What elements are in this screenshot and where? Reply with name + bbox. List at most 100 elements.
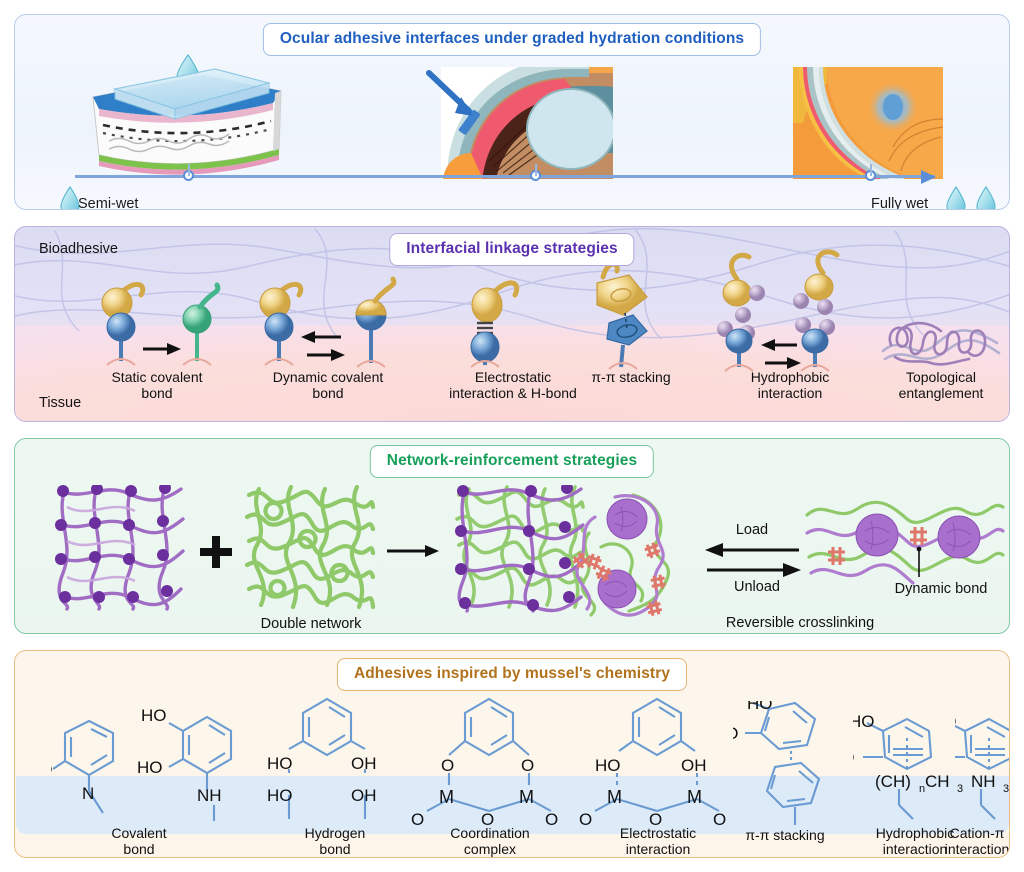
label-hydrophobic-interaction-chem: Hydrophobic interaction [875, 825, 955, 857]
structure-hydrogen-bond: HO OH HO OH [267, 697, 377, 819]
panel-mussel-chemistry: Adhesives inspired by mussel's chemistry… [14, 650, 1010, 858]
item-label-pi-pi-stacking: π-π stacking [591, 369, 671, 385]
retina-fundus-illustration [793, 67, 943, 179]
svg-text:(CH): (CH) [875, 772, 911, 791]
svg-text:O: O [545, 810, 558, 825]
timeline-stem-1 [188, 164, 190, 176]
svg-text:CH: CH [925, 772, 950, 791]
panel-hydration-conditions: Ocular adhesive interfaces under graded … [14, 14, 1010, 210]
item-label-static-covalent: Static covalent bond [111, 369, 203, 401]
svg-text:OH: OH [681, 756, 707, 775]
layered-tissue-block-illustration [92, 68, 282, 175]
label-unload: Unload [734, 579, 780, 595]
label-hydrogen-bond: Hydrogen bond [304, 825, 366, 857]
svg-text:M: M [439, 787, 454, 807]
pointer-arrow-icon [426, 70, 473, 116]
loaded-network-state [572, 493, 671, 617]
item-label-dynamic-covalent: Dynamic covalent bond [272, 369, 384, 401]
water-drop-icon-right-1 [946, 186, 966, 209]
svg-text:OH: OH [351, 754, 377, 773]
svg-text:HO: HO [141, 709, 167, 725]
label-pi-pi-stacking-chem: π-π stacking [745, 827, 825, 843]
svg-text:+: + [1009, 768, 1010, 782]
static-covalent-bond-glyph [101, 281, 221, 366]
panel4-title: Adhesives inspired by mussel's chemistry [336, 658, 688, 691]
timeline-stem-2 [535, 164, 537, 176]
svg-text:NH: NH [971, 772, 996, 791]
svg-text:M: M [607, 787, 622, 807]
panel2-title: Interfacial linkage strategies [389, 233, 635, 266]
svg-text:OH: OH [351, 786, 377, 805]
structure-cation-pi-interaction: HO HO NH 3 + [955, 713, 1010, 820]
svg-text:HO: HO [853, 713, 875, 731]
label-double-network: Double network [260, 616, 362, 632]
label-tissue: Tissue [39, 395, 82, 411]
load-unload-arrows-icon [705, 543, 801, 577]
structure-electrostatic-interaction: HO OH M M O O O [579, 697, 726, 825]
svg-text:NH: NH [197, 786, 222, 805]
hydrophobic-interaction-glyph [717, 249, 840, 372]
svg-text:n: n [919, 783, 925, 795]
label-semi-wet: Semi-wet [78, 196, 139, 210]
svg-text:3: 3 [1003, 783, 1009, 795]
label-electrostatic-interaction: Electrostatic interaction [619, 825, 697, 857]
panel-interfacial-linkage: Interfacial linkage strategies Bioadhesi… [14, 226, 1010, 422]
panel1-title: Ocular adhesive interfaces under graded … [262, 23, 762, 56]
svg-text:O: O [579, 810, 592, 825]
svg-text:HO: HO [267, 786, 293, 805]
item-label-topological: Topological entanglement [898, 369, 984, 401]
svg-text:HO: HO [733, 724, 739, 743]
structure-pi-pi-stacking: HO HO [733, 701, 821, 825]
svg-text:3: 3 [957, 783, 963, 795]
label-fully-wet: Fully wet [871, 196, 929, 210]
item-label-hydrophobic: Hydrophobic interaction [750, 369, 830, 401]
svg-text:HO: HO [747, 701, 773, 713]
label-load: Load [735, 522, 769, 538]
svg-text:HO: HO [51, 760, 53, 779]
label-reversible-crosslinking: Reversible crosslinking [725, 615, 875, 631]
svg-text:O: O [411, 810, 424, 825]
svg-text:HO: HO [137, 758, 163, 777]
timeline-arrow-icon [921, 169, 936, 184]
svg-text:O: O [713, 810, 726, 825]
plus-symbol-icon [200, 536, 232, 568]
second-network-diagram [244, 485, 376, 610]
label-covalent-bond: Covalent bond [111, 825, 167, 857]
eye-cross-section-illustration [426, 67, 613, 179]
svg-text:HO: HO [595, 756, 621, 775]
first-network-diagram [55, 485, 185, 611]
label-bioadhesive: Bioadhesive [39, 241, 118, 257]
svg-text:HO: HO [853, 748, 855, 767]
svg-text:HO: HO [955, 713, 957, 731]
hydration-timeline-axis [75, 169, 936, 184]
annotation-dynamic-bond: Dynamic bond [894, 581, 988, 597]
svg-text:O: O [521, 756, 534, 775]
svg-text:O: O [649, 810, 662, 825]
pi-pi-stacking-glyph [596, 261, 648, 370]
water-drop-icon-left [60, 186, 80, 209]
unloaded-network-state [805, 500, 1005, 585]
panel-network-reinforcement: Network-reinforcement strategies [14, 438, 1010, 634]
structure-covalent-bond: HO N HO HO NH [51, 709, 233, 821]
electrostatic-hbond-glyph [470, 280, 520, 368]
timeline-stem-3 [870, 164, 872, 176]
label-cation-pi-interaction: Cation-π interaction [944, 825, 1010, 857]
svg-text:M: M [687, 787, 702, 807]
label-coordination-complex: Coordination complex [450, 825, 530, 857]
panel3-title: Network-reinforcement strategies [369, 445, 655, 478]
item-label-electrostatic-hbond: Electrostatic interaction & H-bond [449, 369, 577, 401]
tissue-region-background [15, 325, 1009, 421]
transformation-arrow-icon [387, 545, 439, 557]
svg-text:N: N [82, 784, 94, 803]
structure-hydrophobic-interaction: HO HO (CH) n CH 3 [853, 713, 963, 820]
svg-text:M: M [519, 787, 534, 807]
dynamic-covalent-bond-glyph [259, 276, 397, 368]
water-drop-icon-right-2 [976, 186, 996, 209]
structure-coordination-complex: O O M M O O O [411, 697, 558, 825]
topological-entanglement-glyph [881, 321, 1001, 366]
svg-text:HO: HO [267, 754, 293, 773]
svg-text:O: O [441, 756, 454, 775]
double-network-diagram [455, 485, 585, 613]
svg-text:O: O [481, 810, 494, 825]
